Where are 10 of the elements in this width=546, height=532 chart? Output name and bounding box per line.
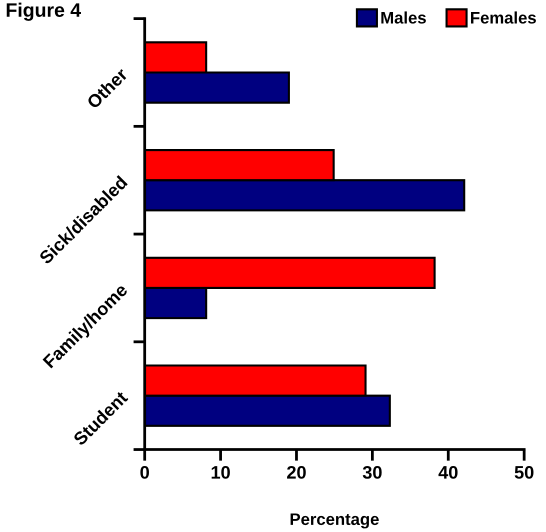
x-tick-label: 20 bbox=[287, 466, 306, 479]
chart-title: Figure 4 bbox=[6, 2, 81, 21]
legend-label: Males bbox=[381, 11, 426, 24]
x-tick-label: 50 bbox=[514, 466, 534, 479]
legend-label: Females bbox=[471, 11, 536, 24]
x-axis-title: Percentage bbox=[290, 513, 379, 528]
x-tick-label: 0 bbox=[140, 466, 149, 479]
x-tick-label: 30 bbox=[362, 466, 382, 479]
x-tick-label: 10 bbox=[212, 466, 230, 479]
x-tick-label: 40 bbox=[438, 466, 458, 479]
